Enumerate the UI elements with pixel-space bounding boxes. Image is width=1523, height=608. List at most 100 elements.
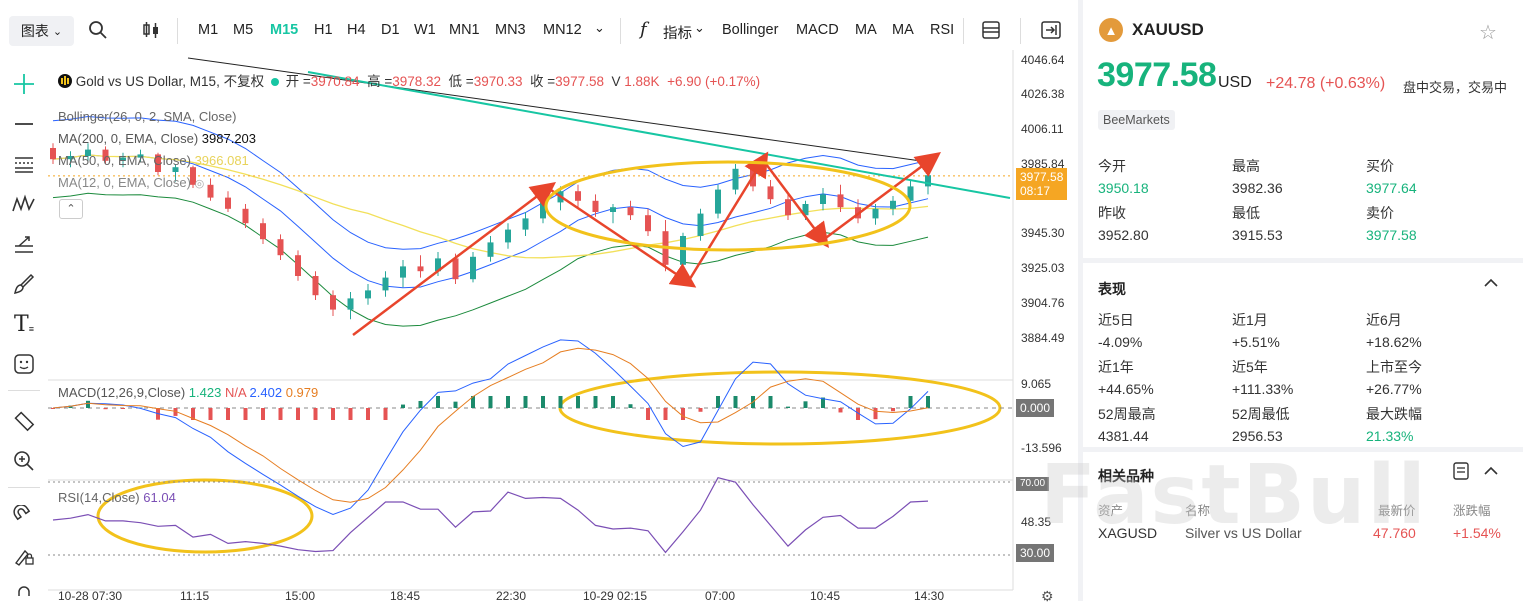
- macd-histogram-bar: [839, 408, 843, 412]
- perf-item: 近1年 +44.65%: [1098, 357, 1154, 397]
- timeframe-mn12[interactable]: MN12: [543, 22, 582, 38]
- performance-title: 表现: [1098, 279, 1126, 299]
- more-timeframes-chevron-icon[interactable]: ⌄: [594, 20, 605, 36]
- indicators-button[interactable]: 指标: [663, 22, 692, 43]
- legend-open-label: 开 =: [286, 74, 311, 89]
- macd-histogram-bar: [506, 396, 510, 408]
- list-icon[interactable]: [1453, 462, 1469, 485]
- timeframe-h4[interactable]: H4: [347, 22, 366, 38]
- zoom-in-icon[interactable]: [10, 447, 38, 475]
- eye-icon[interactable]: ◎: [195, 178, 205, 190]
- legend-macd-v4: 0.979: [286, 385, 319, 400]
- macd-histogram-bar: [611, 396, 615, 408]
- legend-high: 3978.32: [392, 74, 441, 89]
- current-price-tag: 3977.58 08:17: [1016, 168, 1067, 200]
- legend-ma50-label: MA(50, 0, EMA, Close): [58, 153, 191, 168]
- search-icon[interactable]: [88, 20, 108, 45]
- indicator-bollinger[interactable]: Bollinger: [722, 22, 778, 38]
- candle-body: [575, 191, 581, 201]
- chevron-down-icon[interactable]: ⌄: [694, 20, 705, 36]
- indicator-rsi[interactable]: RSI: [930, 22, 954, 38]
- brush-icon[interactable]: [10, 270, 38, 298]
- collapse-legend-button[interactable]: ⌃: [59, 199, 83, 219]
- favorite-star-icon[interactable]: ☆: [1479, 20, 1497, 45]
- macd-histogram-bar: [699, 408, 703, 412]
- symbol-header: ▲ XAUUSD: [1099, 18, 1204, 42]
- macd-histogram-bar: [576, 396, 580, 408]
- indicator-ma-2[interactable]: MA: [892, 22, 914, 38]
- chevron-down-icon: ⌄: [53, 25, 62, 38]
- macd-histogram-bar: [261, 408, 265, 420]
- currency: USD: [1218, 74, 1252, 92]
- macd-histogram-bar: [891, 408, 895, 411]
- settings-gear-icon[interactable]: ⚙: [1041, 590, 1054, 602]
- legend-vol: 1.88K: [624, 74, 659, 89]
- horizontal-lines-icon[interactable]: [10, 150, 38, 178]
- candle-body: [768, 186, 774, 199]
- macd-histogram-bar: [909, 396, 913, 408]
- stat-label: 最低: [1232, 205, 1260, 221]
- timeframe-m1[interactable]: M1: [198, 22, 218, 38]
- indicator-ma-1[interactable]: MA: [855, 22, 877, 38]
- candle-body: [925, 175, 931, 186]
- timeframe-mn1[interactable]: MN1: [449, 22, 480, 38]
- candle-body: [785, 199, 791, 215]
- chart-type-dropdown[interactable]: 图表 ⌄: [9, 16, 74, 46]
- text-tool-icon[interactable]: T≡: [10, 310, 38, 338]
- candle-body: [698, 214, 704, 236]
- timeframe-h1[interactable]: H1: [314, 22, 333, 38]
- projection-icon[interactable]: [10, 230, 38, 258]
- timeframe-d1[interactable]: D1: [381, 22, 400, 38]
- candle-body: [313, 276, 319, 295]
- timeframe-m5[interactable]: M5: [233, 22, 253, 38]
- section-divider: [1083, 258, 1523, 263]
- collapse-performance-icon[interactable]: [1483, 276, 1499, 293]
- perf-value: +44.65%: [1098, 381, 1154, 397]
- collapse-related-icon[interactable]: [1483, 464, 1499, 481]
- candle-body: [628, 207, 634, 215]
- toolbar-divider: [177, 18, 178, 44]
- lock-drawing-icon[interactable]: [10, 542, 38, 570]
- legend-dot-icon: [271, 78, 279, 86]
- crosshair-icon[interactable]: [10, 70, 38, 98]
- perf-label: 近1年: [1098, 359, 1134, 375]
- layout-icon[interactable]: [982, 21, 1000, 44]
- timeframe-mn3[interactable]: MN3: [495, 22, 526, 38]
- perf-item: 上市至今+26.77%: [1366, 357, 1422, 397]
- ruler-icon[interactable]: [10, 407, 38, 435]
- macd-histogram-bar: [681, 408, 685, 420]
- perf-item: 近6月+18.62%: [1366, 310, 1422, 350]
- magnet-icon[interactable]: [10, 502, 38, 530]
- perf-label: 近5年: [1232, 359, 1268, 375]
- legend-ma50: MA(50, 0, EMA, Close) 3966.081: [58, 153, 249, 168]
- candle-body: [225, 198, 231, 209]
- macd-histogram-bar: [716, 396, 720, 408]
- timeframe-w1[interactable]: W1: [414, 22, 436, 38]
- perf-value: 21.33%: [1366, 428, 1422, 444]
- macd-histogram-bar: [926, 396, 930, 408]
- emoji-icon[interactable]: [10, 350, 38, 378]
- timeframe-m15[interactable]: M15: [270, 22, 298, 38]
- collapse-panel-icon[interactable]: [1041, 21, 1061, 44]
- pattern-icon[interactable]: [10, 190, 38, 218]
- indicator-macd[interactable]: MACD: [796, 22, 839, 38]
- legend-symbol-title: Gold vs US Dollar, M15, 不复权: [76, 74, 264, 89]
- candle-body: [208, 185, 214, 198]
- legend-macd-v2: N/A: [225, 385, 246, 400]
- macd-histogram-bar: [524, 396, 528, 408]
- legend-rsi-label: RSI(14,Close): [58, 490, 140, 505]
- drawing-toolbar: T≡: [0, 62, 48, 601]
- perf-label: 52周最低: [1232, 406, 1290, 422]
- stat-value: 3915.53: [1232, 227, 1283, 243]
- candle-body: [733, 169, 739, 190]
- stat-value: 3952.80: [1098, 227, 1149, 243]
- candlestick-type-icon[interactable]: [141, 20, 161, 45]
- candle-body: [505, 230, 511, 243]
- function-icon[interactable]: f: [640, 19, 647, 40]
- broker-badge[interactable]: BeeMarkets: [1098, 110, 1175, 130]
- lock-icon[interactable]: [10, 580, 38, 608]
- trend-line-icon[interactable]: [10, 110, 38, 138]
